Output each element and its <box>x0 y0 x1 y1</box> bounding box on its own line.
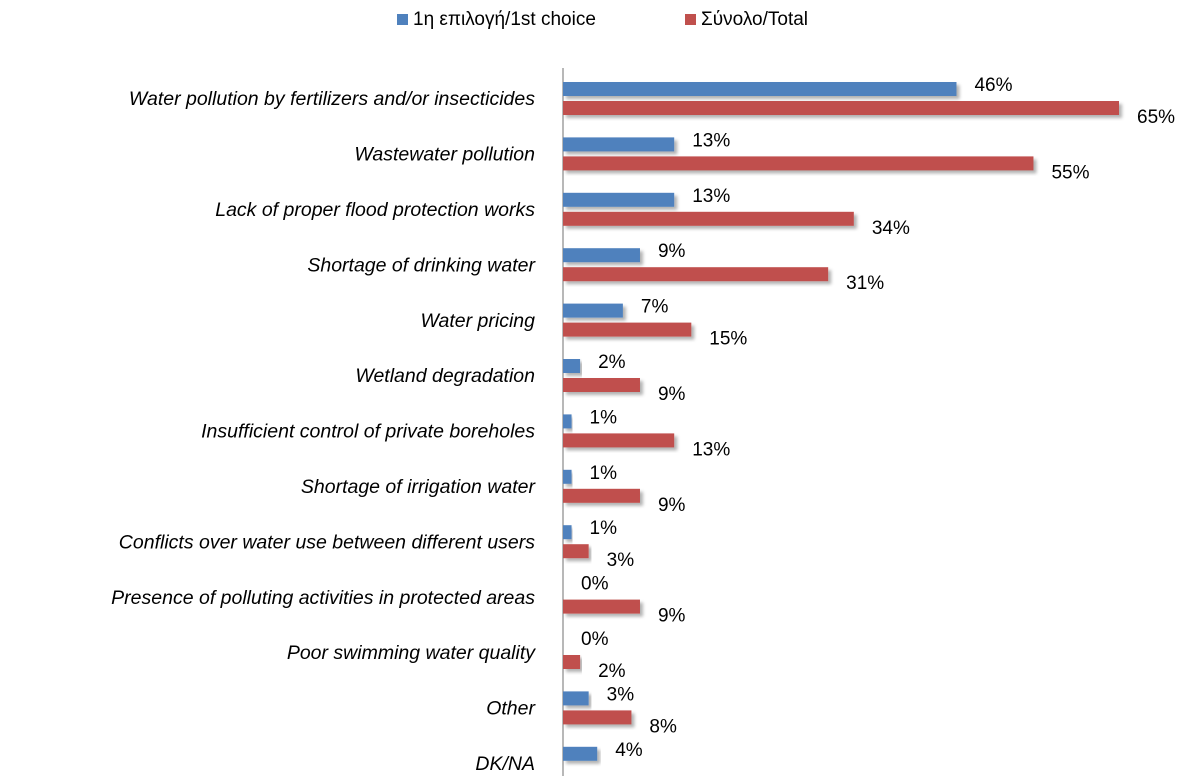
bar <box>563 137 675 152</box>
value-label: 65% <box>1137 107 1175 128</box>
bar <box>563 525 572 540</box>
value-label: 9% <box>658 241 686 262</box>
bar <box>563 469 572 484</box>
value-label: 1% <box>590 407 618 428</box>
legend-label: 1η επιλογή/1st choice <box>413 9 596 30</box>
category-label: Conflicts over water use between differe… <box>119 531 535 553</box>
bar <box>563 211 854 226</box>
value-label: 2% <box>598 352 626 373</box>
value-label: 3% <box>607 550 635 571</box>
value-label: 8% <box>649 716 677 737</box>
bar <box>563 359 581 373</box>
bar <box>563 599 640 614</box>
bar <box>563 248 640 263</box>
value-label: 15% <box>709 329 747 350</box>
value-label: 7% <box>641 297 669 318</box>
value-label: 31% <box>846 273 884 294</box>
category-label: Other <box>486 698 536 720</box>
value-label: 2% <box>598 661 626 682</box>
value-label: 9% <box>658 606 686 627</box>
bar <box>563 156 1034 171</box>
bar <box>563 303 623 318</box>
category-label: Insufficient control of private borehole… <box>201 421 535 443</box>
value-label: 1% <box>590 463 618 484</box>
bar <box>563 192 675 207</box>
bar <box>563 544 589 559</box>
category-label: Shortage of drinking water <box>307 254 536 276</box>
bar <box>563 433 675 448</box>
bar <box>563 267 829 282</box>
value-label: 13% <box>692 186 730 207</box>
category-label: Water pollution by fertilizers and/or in… <box>129 88 535 110</box>
value-label: 0% <box>581 574 609 595</box>
value-label: 0% <box>581 629 609 650</box>
value-label: 9% <box>658 495 686 516</box>
category-label: Wastewater pollution <box>354 144 535 166</box>
category-label: Wetland degradation <box>355 365 535 387</box>
bar <box>563 488 640 503</box>
value-label: 9% <box>658 384 686 405</box>
value-label: 55% <box>1051 162 1089 183</box>
bar <box>563 746 598 761</box>
legend-label: Σύνολο/Total <box>701 9 808 30</box>
value-label: 46% <box>974 75 1012 96</box>
bar <box>563 655 581 669</box>
category-label: Water pricing <box>420 310 535 332</box>
bar <box>563 378 640 392</box>
bar <box>563 322 692 337</box>
bar <box>563 414 572 429</box>
category-label: Shortage of irrigation water <box>301 476 537 498</box>
category-label: Lack of proper flood protection works <box>215 199 535 221</box>
category-label: Presence of polluting activities in prot… <box>111 587 535 609</box>
value-label: 13% <box>692 130 730 151</box>
bar <box>563 691 589 706</box>
legend-swatch <box>397 14 408 25</box>
bar <box>563 710 632 725</box>
bar <box>563 101 1119 115</box>
value-label: 1% <box>590 518 618 539</box>
value-label: 3% <box>607 684 635 705</box>
value-label: 34% <box>872 218 910 239</box>
category-label: DK/NA <box>475 753 535 775</box>
value-label: 4% <box>615 740 643 761</box>
legend-swatch <box>685 14 696 25</box>
bar <box>563 82 957 96</box>
value-label: 13% <box>692 439 730 460</box>
category-label: Poor swimming water quality <box>287 642 536 664</box>
